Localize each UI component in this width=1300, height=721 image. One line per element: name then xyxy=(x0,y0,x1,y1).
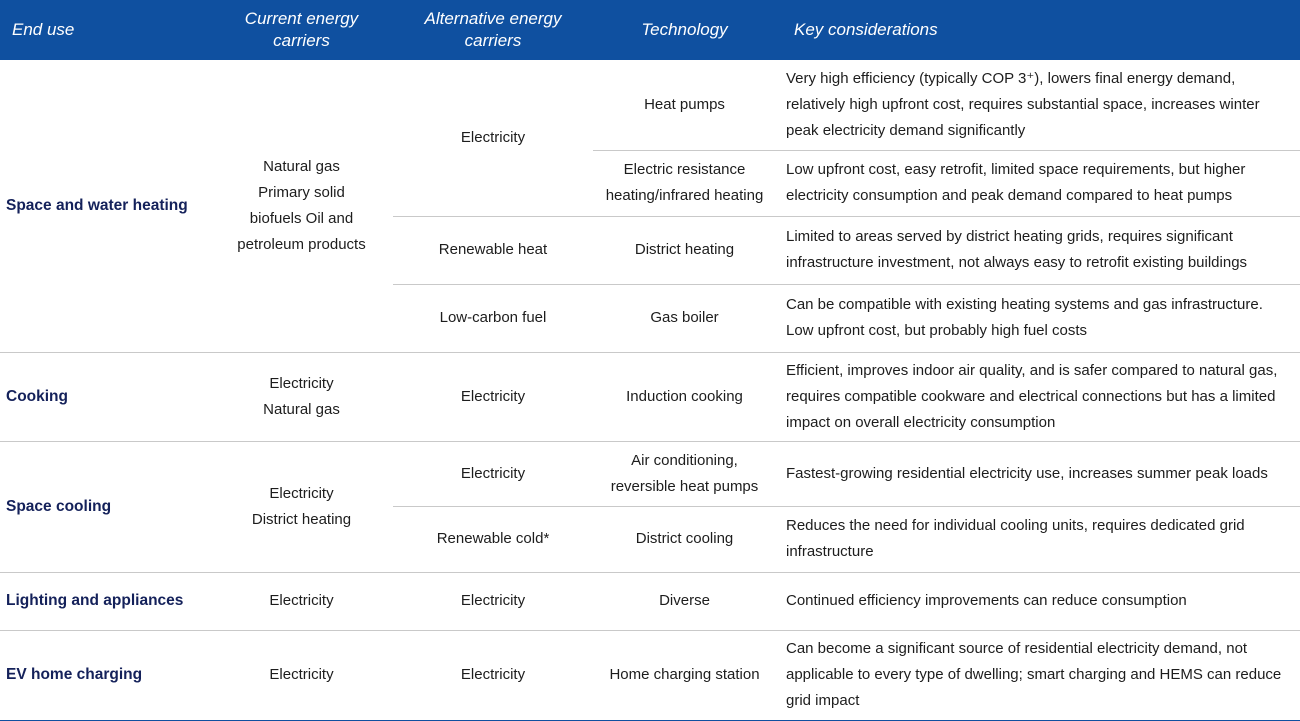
key-considerations-cell: Efficient, improves indoor air quality, … xyxy=(776,352,1300,442)
current-carriers-cell: Electricity xyxy=(210,572,393,631)
table-row: Electric resistance heating/infrared hea… xyxy=(0,150,1300,217)
technology-cell: District cooling xyxy=(593,506,776,573)
key-considerations-cell: Can become a significant source of resid… xyxy=(776,630,1300,721)
table-body: Space and water heating Natural gas Prim… xyxy=(0,60,1300,721)
end-use-cell: Space cooling xyxy=(0,441,210,573)
current-carrier-line: Natural gas xyxy=(263,400,340,418)
header-key-considerations: Key considerations xyxy=(794,20,938,39)
technology-cell: Home charging station xyxy=(593,630,776,721)
table-header: End use Current energy carriers Alternat… xyxy=(0,0,1300,60)
table-row: Renewable cold* District cooling Reduces… xyxy=(0,506,1300,573)
technology-cell: Electric resistance heating/infrared hea… xyxy=(593,150,776,217)
technology-cell: Diverse xyxy=(593,572,776,631)
current-carriers-cell: Electricity Natural gas xyxy=(210,352,393,442)
current-carriers-cell: Electricity xyxy=(210,630,393,721)
alternative-carrier-cell: Low-carbon fuel xyxy=(393,284,593,353)
alternative-carrier-cell: Electricity xyxy=(393,60,593,217)
current-carrier-line: Natural gas xyxy=(263,157,340,175)
current-carrier-line: Electricity xyxy=(269,666,334,684)
current-carriers-cell: Natural gas Primary solid biofuels Oil a… xyxy=(210,60,393,353)
current-carrier-line: Electricity xyxy=(269,484,334,502)
alternative-carrier-cell: Electricity xyxy=(393,572,593,631)
technology-cell: Air conditioning, reversible heat pumps xyxy=(593,441,776,507)
table-row: Renewable heat District heating Limited … xyxy=(0,216,1300,285)
table-row: Cooking Electricity Natural gas Electric… xyxy=(0,352,1300,442)
end-use-cell: EV home charging xyxy=(0,630,210,721)
key-considerations-cell: Reduces the need for individual cooling … xyxy=(776,506,1300,573)
technology-cell: Induction cooking xyxy=(593,352,776,442)
alternative-carrier-cell: Renewable heat xyxy=(393,216,593,285)
alternative-carrier-cell: Electricity xyxy=(393,630,593,721)
key-considerations-cell: Low upfront cost, easy retrofit, limited… xyxy=(776,150,1300,217)
alternative-carrier-cell: Electricity xyxy=(393,441,593,507)
technology-cell: District heating xyxy=(593,216,776,285)
end-use-cell: Space and water heating xyxy=(0,60,210,353)
alternative-carrier-cell: Renewable cold* xyxy=(393,506,593,573)
end-use-cell: Cooking xyxy=(0,352,210,442)
header-alternative-carriers: Alternative energy carriers xyxy=(424,9,562,50)
key-considerations-cell: Limited to areas served by district heat… xyxy=(776,216,1300,285)
header-current-carriers: Current energy carriers xyxy=(244,9,359,50)
header-end-use: End use xyxy=(12,20,75,39)
table-row: Low-carbon fuel Gas boiler Can be compat… xyxy=(0,284,1300,353)
technology-cell: Heat pumps xyxy=(593,60,776,151)
current-carriers-cell: Electricity District heating xyxy=(210,441,393,573)
current-carrier-line: Electricity xyxy=(269,592,334,609)
current-carrier-line: Electricity xyxy=(269,374,334,392)
current-carrier-line: District heating xyxy=(251,510,352,528)
key-considerations-cell: Very high efficiency (typically COP 3⁺),… xyxy=(776,60,1300,151)
table-row: Space cooling Electricity District heati… xyxy=(0,441,1300,573)
table-row: Space and water heating Natural gas Prim… xyxy=(0,60,1300,353)
header-row: End use Current energy carriers Alternat… xyxy=(0,0,1300,60)
table-row: EV home charging Electricity Electricity… xyxy=(0,630,1300,721)
header-technology: Technology xyxy=(641,20,728,39)
key-considerations-cell: Continued efficiency improvements can re… xyxy=(776,572,1300,631)
current-carrier-line: biofuels Oil and xyxy=(249,209,354,227)
key-considerations-cell: Can be compatible with existing heating … xyxy=(776,284,1300,353)
technology-cell: Gas boiler xyxy=(593,284,776,353)
alternative-carrier-cell: Electricity xyxy=(393,352,593,442)
end-use-cell: Lighting and appliances xyxy=(0,572,210,631)
key-considerations-cell: Fastest-growing residential electricity … xyxy=(776,441,1300,507)
current-carrier-line: Primary solid xyxy=(258,183,345,201)
table-row: Lighting and appliances Electricity Elec… xyxy=(0,572,1300,631)
current-carrier-line: petroleum products xyxy=(237,235,366,253)
